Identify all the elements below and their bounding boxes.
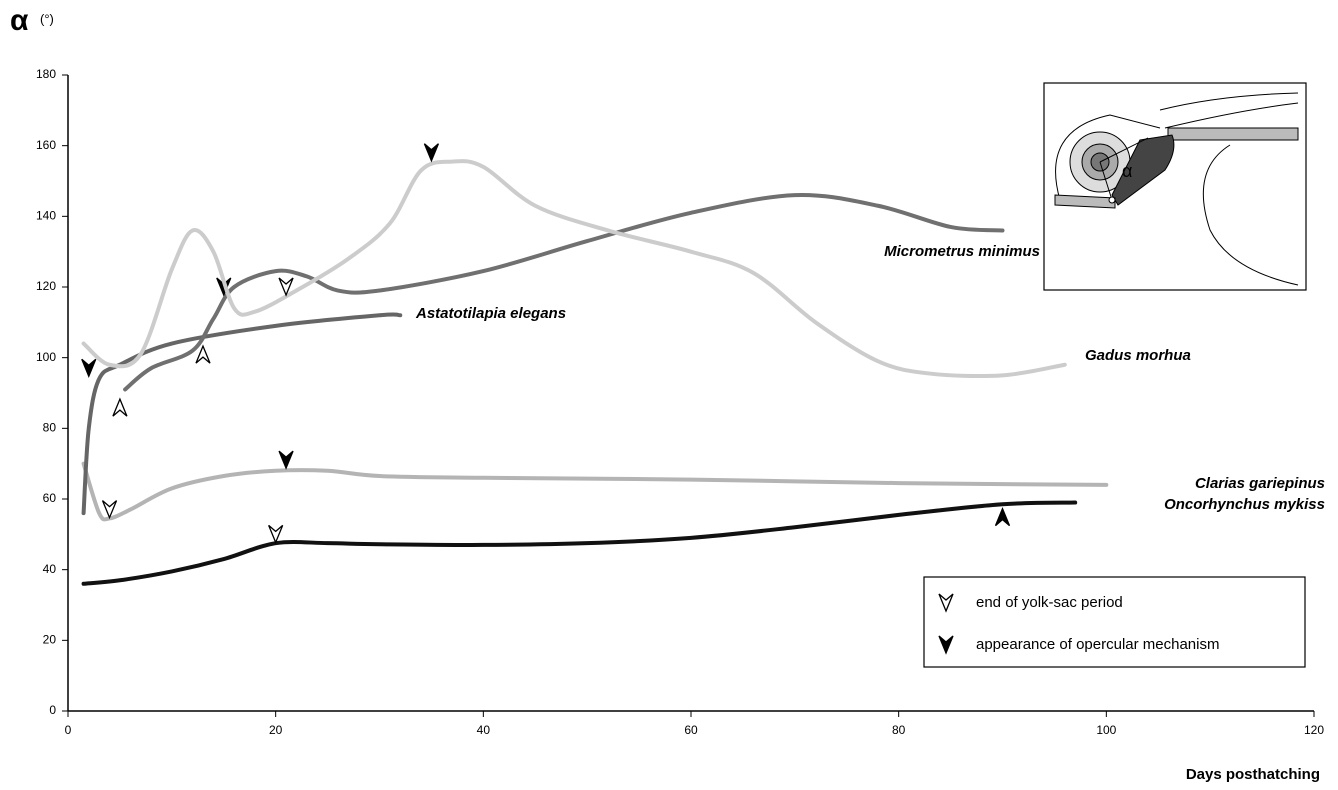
yolk-sac-marker: [113, 399, 127, 416]
y-tick-label: 60: [43, 491, 57, 505]
y-tick-label: 180: [36, 67, 56, 81]
y-axis-title: α: [10, 4, 29, 37]
y-tick-label: 140: [36, 209, 56, 223]
y-tick-label: 80: [43, 421, 57, 435]
x-tick-label: 60: [684, 723, 698, 737]
yolk-sac-marker: [196, 346, 210, 363]
x-axis-title: Days posthatching: [1186, 766, 1320, 783]
y-tick-label: 20: [43, 633, 57, 647]
opercular-marker: [82, 359, 96, 376]
y-axis-unit: (°): [40, 11, 54, 26]
x-tick-label: 0: [65, 723, 72, 737]
legend: [924, 577, 1305, 667]
series-label: Astatotilapia elegans: [415, 305, 566, 322]
y-tick-label: 100: [36, 350, 56, 364]
series-label: Gadus morhua: [1085, 347, 1191, 364]
opercular-marker: [279, 451, 293, 468]
inset-label: α: [1122, 161, 1132, 181]
y-tick-label: 40: [43, 562, 57, 576]
opercular-marker: [424, 144, 438, 161]
inset-joint: [1109, 197, 1115, 203]
x-tick-label: 20: [269, 723, 283, 737]
inset-bone: [1168, 128, 1298, 140]
x-tick-label: 120: [1304, 723, 1324, 737]
series-line: [84, 464, 1107, 520]
series-line: [125, 195, 1002, 389]
yolk-sac-marker: [269, 525, 283, 542]
legend-label: end of yolk-sac period: [976, 594, 1123, 611]
chart: α (°) Days posthatching α 0 20 40 60 80 100 12…: [0, 0, 1338, 785]
y-tick-label: 0: [49, 703, 56, 717]
x-tick-label: 80: [892, 723, 906, 737]
series-line: [84, 314, 401, 513]
y-tick-label: 120: [36, 279, 56, 293]
series-label: Oncorhynchus mykiss: [1164, 496, 1325, 513]
opercular-marker: [996, 509, 1010, 526]
legend-label: appearance of opercular mechanism: [976, 636, 1219, 653]
series-label: Micrometrus minimus: [884, 243, 1040, 260]
series-line: [84, 161, 1065, 376]
series-label: Clarias gariepinus: [1195, 475, 1325, 492]
x-tick-label: 40: [477, 723, 491, 737]
y-tick-label: 160: [36, 138, 56, 152]
x-tick-label: 100: [1096, 723, 1116, 737]
series-line: [84, 503, 1076, 584]
inset: α: [1044, 83, 1306, 290]
